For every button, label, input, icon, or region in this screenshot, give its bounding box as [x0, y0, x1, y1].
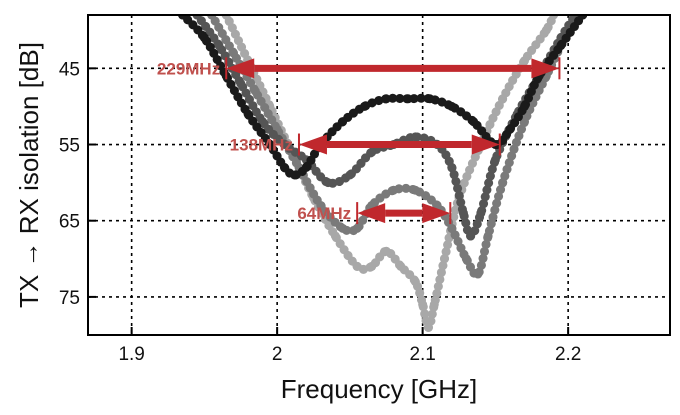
data-point: [520, 101, 529, 111]
data-point: [490, 155, 500, 165]
x-axis-label: Frequency [GHz]: [281, 374, 478, 404]
data-point: [330, 231, 340, 241]
data-point: [338, 223, 348, 233]
data-point: [381, 94, 391, 104]
data-point: [425, 94, 435, 104]
data-point: [229, 48, 238, 58]
arrow-head-right: [531, 58, 560, 79]
data-point: [498, 178, 508, 188]
y-tick-label: 75: [59, 288, 80, 309]
data-point: [410, 132, 420, 142]
data-point: [367, 147, 377, 157]
data-point: [359, 101, 369, 111]
data-point: [352, 223, 362, 233]
data-point: [556, 40, 566, 50]
bandwidth-label: 229MHz: [157, 59, 220, 78]
bandwidth-annotation: 64MHz: [297, 202, 452, 225]
arrow-head-right: [422, 203, 451, 224]
data-point: [549, 15, 559, 20]
data-point: [461, 254, 471, 264]
data-point: [221, 15, 231, 20]
arrow-head-left: [357, 203, 386, 224]
bandwidth-label: 138MHz: [230, 136, 293, 155]
data-point: [423, 322, 433, 332]
data-point: [199, 33, 209, 43]
series-group: [178, 15, 588, 332]
data-point: [290, 170, 300, 180]
data-point: [578, 15, 588, 20]
data-point: [279, 162, 289, 172]
data-point: [279, 140, 289, 150]
series-core: [180, 15, 586, 178]
data-point: [207, 15, 217, 20]
data-point: [338, 117, 348, 127]
data-point: [381, 246, 391, 256]
data-point: [447, 162, 457, 172]
x-tick-label: 2: [272, 344, 283, 365]
arrow-head-left: [298, 134, 327, 155]
data-point: [250, 86, 260, 96]
bandwidth-annotation: 138MHz: [230, 133, 501, 156]
data-point: [410, 277, 420, 287]
data-point: [476, 208, 486, 218]
plot-frame: [87, 14, 671, 336]
data-point: [352, 261, 362, 271]
arrow-head-left: [226, 58, 255, 79]
data-point: [301, 162, 311, 172]
data-point: [429, 300, 439, 310]
data-point: [323, 178, 333, 188]
x-tick-label: 2.2: [555, 344, 581, 365]
tick-group: 1.9 2 2.1 2.2 45 55 65 75: [59, 59, 582, 365]
data-point: [345, 170, 355, 180]
y-axis-label: TX → RX isolation [dB]: [14, 42, 44, 308]
y-tick-label: 45: [59, 59, 80, 80]
data-point: [469, 117, 479, 127]
data-point: [466, 231, 476, 241]
data-point: [483, 231, 493, 241]
data-point: [473, 269, 483, 279]
data-point: [541, 25, 551, 35]
data-point: [236, 79, 246, 89]
data-point: [439, 254, 449, 264]
grid-lines: [88, 15, 670, 335]
x-tick-label: 1.9: [118, 344, 144, 365]
data-point: [367, 261, 377, 271]
data-point: [403, 94, 413, 104]
bandwidth-annotation: 229MHz: [157, 57, 561, 80]
x-tick-label: 2.1: [409, 344, 435, 365]
data-point: [192, 15, 202, 20]
data-point: [447, 223, 457, 233]
data-point: [458, 208, 468, 218]
data-point: [265, 140, 275, 150]
annotation-group: 229MHz 138MHz 64MHz: [157, 57, 561, 225]
data-point: [178, 15, 188, 20]
data-point: [316, 200, 326, 210]
data-point: [520, 117, 529, 127]
data-point: [396, 261, 406, 271]
data-point: [410, 185, 420, 195]
data-point: [498, 94, 508, 104]
data-point: [447, 101, 457, 111]
data-point: [243, 109, 253, 119]
y-tick-label: 65: [59, 212, 80, 233]
data-point: [258, 117, 268, 127]
y-tick-label: 55: [59, 136, 80, 157]
data-point: [418, 300, 428, 310]
bandwidth-label: 64MHz: [297, 204, 351, 223]
data-point: [520, 56, 529, 66]
data-point: [389, 185, 399, 195]
arrow-head-right: [471, 134, 500, 155]
data-point: [214, 40, 224, 50]
data-point: [505, 124, 515, 134]
